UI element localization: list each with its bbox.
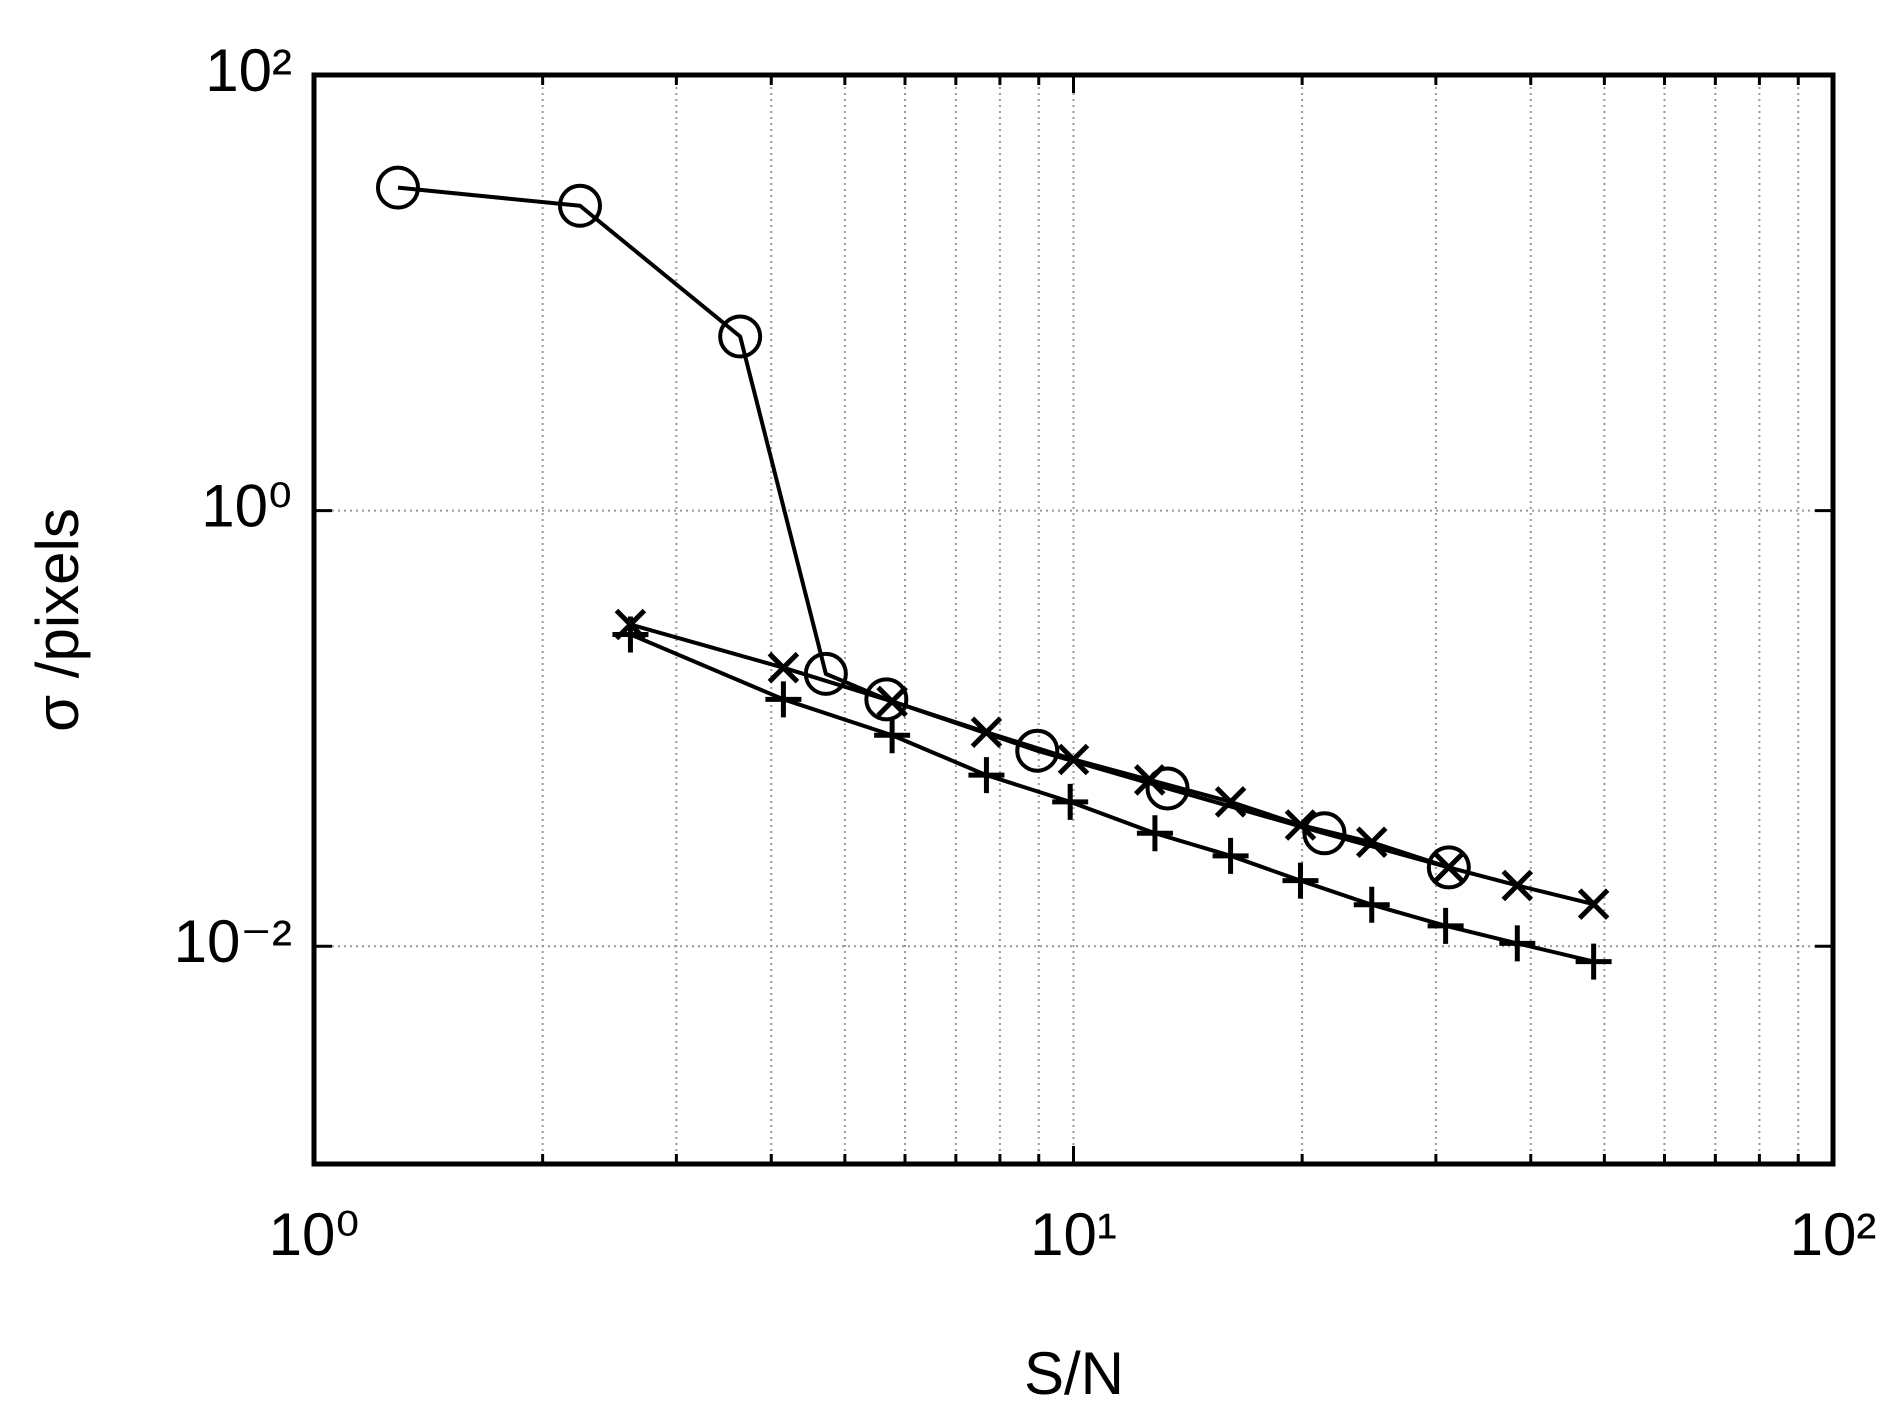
marker-plus xyxy=(765,681,802,718)
x-tick-label: 10² xyxy=(1790,1201,1877,1268)
marker-circle xyxy=(1302,811,1347,856)
marker-circle xyxy=(375,165,420,210)
series-line xyxy=(629,622,1595,907)
marker-x xyxy=(1214,786,1247,818)
marker-circle xyxy=(864,677,909,722)
marker-plus xyxy=(1136,815,1173,852)
series-line xyxy=(629,632,1595,964)
y-tick-label: 10⁻² xyxy=(174,908,292,975)
marker-circle xyxy=(558,183,603,228)
marker-x xyxy=(767,651,800,684)
marker-x xyxy=(970,716,1003,749)
marker-plus xyxy=(1575,943,1612,980)
marker-plus xyxy=(968,757,1005,794)
marker-x xyxy=(1133,764,1166,796)
marker-plus xyxy=(1282,862,1319,899)
marker-x xyxy=(1355,826,1388,859)
marker-x xyxy=(1057,743,1090,776)
marker-plus xyxy=(1427,907,1464,944)
marker-plus xyxy=(874,717,911,754)
plot-frame xyxy=(311,72,1836,1167)
marker-x xyxy=(876,685,908,718)
marker-x xyxy=(1501,869,1534,902)
marker-plus xyxy=(612,616,649,653)
marker-plus xyxy=(1212,837,1249,874)
marker-circle xyxy=(1015,728,1060,773)
marker-x xyxy=(1433,851,1465,884)
series-line xyxy=(397,185,1450,870)
x-axis-label: S/N xyxy=(1024,1340,1124,1407)
y-tick-label: 10² xyxy=(205,37,292,104)
x-tick-label: 10¹ xyxy=(1030,1201,1117,1268)
marker-plus xyxy=(1499,925,1536,962)
marker-circle xyxy=(1426,845,1471,890)
marker-plus xyxy=(1052,783,1089,820)
y-tick-label: 10⁰ xyxy=(201,472,292,539)
marker-plus xyxy=(1353,886,1390,923)
x-tick-label: 10⁰ xyxy=(269,1201,360,1268)
y-axis-label: σ /pixels xyxy=(24,508,91,732)
marker-circle xyxy=(718,314,763,359)
marker-x xyxy=(1284,809,1317,841)
marker-x xyxy=(1577,888,1610,920)
